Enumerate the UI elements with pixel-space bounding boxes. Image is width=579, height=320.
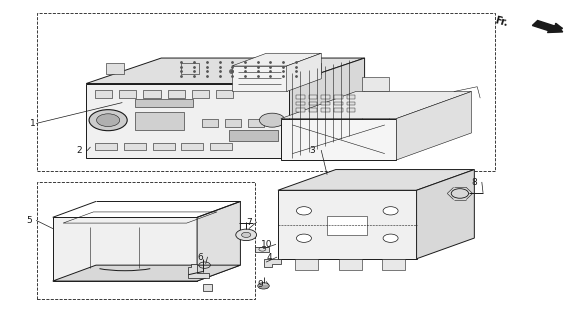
Polygon shape bbox=[216, 90, 233, 98]
Circle shape bbox=[89, 110, 127, 131]
FancyArrow shape bbox=[532, 20, 563, 33]
Circle shape bbox=[97, 114, 120, 126]
Polygon shape bbox=[86, 84, 290, 158]
Polygon shape bbox=[295, 259, 318, 270]
Polygon shape bbox=[281, 92, 471, 119]
Polygon shape bbox=[296, 108, 305, 112]
Circle shape bbox=[241, 232, 251, 237]
Polygon shape bbox=[347, 108, 356, 112]
Polygon shape bbox=[290, 58, 365, 158]
Polygon shape bbox=[309, 108, 317, 112]
Circle shape bbox=[296, 234, 312, 242]
Polygon shape bbox=[210, 143, 232, 150]
Polygon shape bbox=[287, 53, 321, 92]
Circle shape bbox=[296, 207, 312, 215]
Polygon shape bbox=[296, 102, 305, 105]
Circle shape bbox=[383, 234, 398, 242]
Polygon shape bbox=[168, 90, 185, 98]
Polygon shape bbox=[188, 264, 208, 278]
Polygon shape bbox=[334, 102, 343, 105]
Polygon shape bbox=[181, 63, 199, 74]
Polygon shape bbox=[382, 259, 405, 270]
Polygon shape bbox=[144, 90, 161, 98]
Polygon shape bbox=[248, 119, 264, 126]
Polygon shape bbox=[362, 77, 390, 92]
Polygon shape bbox=[255, 247, 269, 252]
Polygon shape bbox=[203, 284, 211, 291]
Polygon shape bbox=[232, 53, 321, 66]
Polygon shape bbox=[232, 66, 287, 92]
Text: 7: 7 bbox=[246, 218, 252, 227]
Polygon shape bbox=[153, 143, 174, 150]
Polygon shape bbox=[362, 95, 390, 109]
Polygon shape bbox=[334, 108, 343, 112]
Text: 10: 10 bbox=[261, 240, 272, 249]
Text: 6: 6 bbox=[197, 253, 203, 262]
Text: 8: 8 bbox=[471, 178, 477, 187]
Polygon shape bbox=[347, 95, 356, 99]
Circle shape bbox=[236, 229, 256, 241]
Polygon shape bbox=[327, 216, 368, 235]
Polygon shape bbox=[135, 100, 193, 108]
Polygon shape bbox=[397, 92, 471, 160]
Polygon shape bbox=[321, 108, 330, 112]
Polygon shape bbox=[303, 63, 321, 74]
Polygon shape bbox=[309, 95, 317, 99]
Polygon shape bbox=[135, 112, 184, 130]
Text: Fr.: Fr. bbox=[494, 15, 509, 28]
Polygon shape bbox=[201, 119, 218, 126]
Polygon shape bbox=[107, 63, 124, 74]
Polygon shape bbox=[334, 95, 343, 99]
Text: 2: 2 bbox=[76, 146, 82, 155]
Polygon shape bbox=[225, 119, 241, 126]
Polygon shape bbox=[95, 143, 117, 150]
Polygon shape bbox=[181, 143, 203, 150]
Polygon shape bbox=[53, 217, 197, 281]
Polygon shape bbox=[362, 112, 390, 126]
Polygon shape bbox=[95, 90, 112, 98]
Polygon shape bbox=[321, 95, 330, 99]
Text: 3: 3 bbox=[310, 146, 316, 155]
Polygon shape bbox=[263, 259, 281, 267]
Polygon shape bbox=[53, 265, 240, 281]
Polygon shape bbox=[281, 119, 397, 160]
Text: 9: 9 bbox=[258, 280, 263, 289]
Text: 5: 5 bbox=[27, 216, 32, 225]
Polygon shape bbox=[86, 58, 365, 84]
Text: 4: 4 bbox=[266, 253, 272, 262]
Circle shape bbox=[259, 113, 285, 127]
Polygon shape bbox=[347, 102, 356, 105]
Circle shape bbox=[451, 189, 468, 198]
Polygon shape bbox=[416, 170, 474, 259]
Circle shape bbox=[383, 207, 398, 215]
Polygon shape bbox=[278, 170, 474, 190]
Polygon shape bbox=[278, 190, 416, 259]
Polygon shape bbox=[119, 90, 137, 98]
Polygon shape bbox=[321, 102, 330, 105]
Polygon shape bbox=[339, 259, 362, 270]
Polygon shape bbox=[296, 95, 305, 99]
Circle shape bbox=[258, 283, 269, 289]
Text: 1: 1 bbox=[30, 119, 35, 128]
Polygon shape bbox=[197, 201, 240, 281]
Polygon shape bbox=[309, 102, 317, 105]
Polygon shape bbox=[192, 90, 209, 98]
Polygon shape bbox=[124, 143, 146, 150]
Polygon shape bbox=[229, 130, 278, 141]
